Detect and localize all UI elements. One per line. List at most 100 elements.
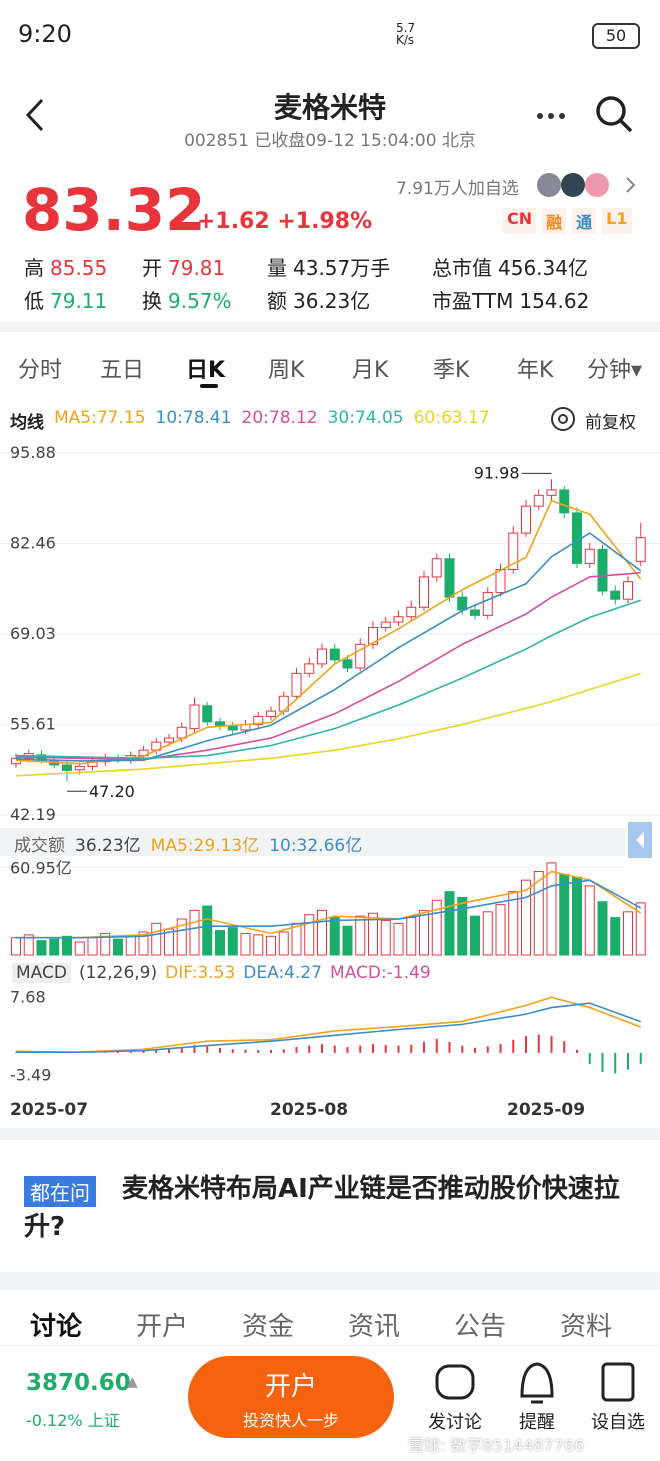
volume-bar xyxy=(62,935,72,956)
stat-label: 总市值 xyxy=(432,256,492,280)
volume-bar xyxy=(584,885,595,956)
volume-bar xyxy=(138,931,149,956)
legend-entry: 成交额 xyxy=(14,836,65,856)
period-tab[interactable]: 周K xyxy=(268,358,305,383)
legend-entry: 36.23亿 xyxy=(75,836,141,856)
volume-bar xyxy=(368,912,378,956)
bell-icon[interactable] xyxy=(520,1362,554,1404)
candle-body xyxy=(317,648,327,665)
candle-body xyxy=(380,621,391,628)
bottom-tab[interactable]: 讨论 xyxy=(30,1312,83,1342)
candle-body xyxy=(533,494,544,507)
candle-body xyxy=(457,596,468,611)
stat-label: 开 xyxy=(142,256,162,280)
stat: 换 9.57% xyxy=(142,285,232,314)
volume-bar xyxy=(74,941,85,956)
max-label: 91.98 xyxy=(474,463,520,482)
stat-label: 高 xyxy=(24,256,44,280)
period-tab[interactable]: 年K xyxy=(517,358,554,383)
macd-line xyxy=(16,1002,642,1053)
bottom-tab[interactable]: 资金 xyxy=(242,1312,295,1342)
collapse-arrow xyxy=(636,832,644,848)
period-tab[interactable]: 分钟▾ xyxy=(587,358,643,383)
divider xyxy=(0,1128,660,1140)
volume-bar xyxy=(572,876,582,956)
settings-icon[interactable] xyxy=(551,407,575,431)
legend-entry: 10:78.41 xyxy=(155,408,232,428)
volume-bar xyxy=(253,934,264,956)
y-tick-label: 95.88 xyxy=(10,443,56,462)
discuss-icon[interactable] xyxy=(435,1364,475,1400)
avatars xyxy=(537,173,609,197)
action-label[interactable]: 提醒 xyxy=(519,1412,555,1433)
period-tab[interactable]: 五日 xyxy=(100,358,145,383)
bottom-tabs: 讨论 开户 资金 资讯 公告 资料 xyxy=(0,1306,660,1346)
period-tab[interactable]: 分时 xyxy=(18,358,63,383)
question-text[interactable]: 麦格米特布局AI产业链是否推动股价快速拉升? xyxy=(24,1174,620,1242)
macd-line xyxy=(15,996,642,1053)
candle-body xyxy=(635,537,646,562)
y-tick-label: 55.61 xyxy=(10,715,56,734)
bottom-tab[interactable]: 资料 xyxy=(560,1312,613,1342)
period-tab[interactable]: 月K xyxy=(352,358,389,383)
volume-ma-line xyxy=(16,870,642,939)
candle-body xyxy=(304,663,315,674)
macd-legend: MACD (12,26,9) DIF:3.53 DEA:4.27 MACD:-1.49 xyxy=(12,963,431,983)
legend-entry: MACD xyxy=(12,963,71,983)
volume-bar xyxy=(215,930,225,956)
search-icon[interactable] xyxy=(596,96,633,133)
speed: 5.7 xyxy=(396,21,416,35)
legend-entry: 60:63.17 xyxy=(413,408,490,428)
period-tab[interactable]: 季K xyxy=(433,358,470,383)
volume-bar xyxy=(329,917,340,956)
back-icon[interactable] xyxy=(25,98,44,132)
y-tick-label: -3.49 xyxy=(10,1065,51,1084)
period-tabs: 分时 五日 日K 周K 月K 季K 年K 分钟▾ xyxy=(0,350,660,390)
candle-body xyxy=(253,715,264,726)
candle-body xyxy=(495,569,506,593)
watchlist-icon[interactable] xyxy=(601,1362,635,1402)
more-icon[interactable] xyxy=(537,113,565,119)
volume-bar xyxy=(100,932,111,956)
volume-bar xyxy=(49,938,60,956)
volume-bar xyxy=(623,911,633,956)
stat: 开 79.81 xyxy=(142,252,225,281)
date-label: 2025-07 xyxy=(10,1100,89,1120)
y-tick-label: 42.19 xyxy=(10,805,56,824)
stat-label: 换 xyxy=(142,289,162,313)
action-label[interactable]: 发讨论 xyxy=(428,1412,482,1433)
candle-body xyxy=(355,643,366,669)
candle-body xyxy=(470,609,480,616)
open-account-button[interactable] xyxy=(188,1356,394,1438)
candle-body xyxy=(74,765,85,771)
volume-bar xyxy=(457,896,468,956)
ma-line xyxy=(15,532,642,762)
volume-bar xyxy=(444,891,455,956)
adjust[interactable]: 前复权 xyxy=(585,413,636,433)
volume-bar xyxy=(240,932,251,956)
volume-bar xyxy=(125,935,136,956)
watermark: 雪球: 数字8514487766 xyxy=(408,1436,585,1455)
volume-bar xyxy=(419,909,429,956)
candle-body xyxy=(393,616,404,623)
candle-body xyxy=(62,764,72,771)
volume-bar xyxy=(151,922,162,956)
min-label: 47.20 xyxy=(89,782,135,801)
stat-value: 79.81 xyxy=(168,256,226,280)
candle-body xyxy=(597,548,608,592)
volume-bar xyxy=(495,904,506,956)
stat-value: 36.23亿 xyxy=(293,289,371,313)
candle-body xyxy=(291,672,302,697)
candle-body xyxy=(202,705,213,723)
bottom-tab[interactable]: 资讯 xyxy=(348,1312,401,1342)
chevron[interactable] xyxy=(626,177,636,193)
volume-bar xyxy=(23,934,34,956)
bottom-tab[interactable]: 公告 xyxy=(454,1312,507,1342)
bottom-tab[interactable]: 开户 xyxy=(136,1312,189,1342)
period-tab[interactable]: 日K xyxy=(186,358,226,383)
action-label[interactable]: 设自选 xyxy=(591,1412,645,1433)
tag: 融 xyxy=(542,208,567,234)
stat: 低 79.11 xyxy=(24,285,107,314)
tab-indicator xyxy=(200,384,218,388)
